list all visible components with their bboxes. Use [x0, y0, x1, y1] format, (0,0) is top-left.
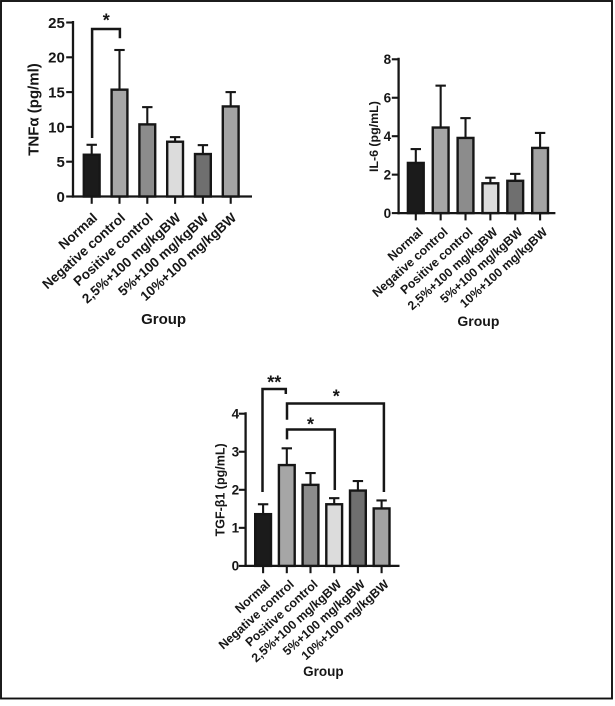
svg-text:Group: Group — [457, 313, 499, 329]
svg-text:2: 2 — [232, 483, 240, 498]
svg-text:TGF-β1 (pg/mL): TGF-β1 (pg/mL) — [213, 443, 227, 536]
svg-text:4: 4 — [384, 129, 392, 144]
svg-text:0: 0 — [384, 206, 392, 221]
svg-text:5: 5 — [56, 154, 64, 171]
svg-text:**: ** — [267, 373, 281, 393]
svg-text:IL-6 (pg/mL): IL-6 (pg/mL) — [367, 101, 381, 172]
svg-text:8: 8 — [384, 52, 392, 67]
svg-text:10: 10 — [48, 119, 65, 136]
svg-text:*: * — [103, 11, 110, 31]
svg-text:25: 25 — [48, 15, 65, 32]
svg-text:1: 1 — [232, 521, 240, 536]
svg-text:6: 6 — [384, 91, 392, 106]
svg-text:*: * — [333, 386, 340, 406]
svg-text:*: * — [307, 415, 314, 435]
svg-text:2: 2 — [384, 167, 392, 182]
svg-text:4: 4 — [232, 407, 240, 422]
svg-text:TNFα (pg/ml): TNFα (pg/ml) — [25, 63, 42, 156]
svg-text:0: 0 — [232, 559, 240, 574]
svg-text:Group: Group — [303, 664, 344, 679]
svg-text:0: 0 — [56, 189, 64, 206]
svg-text:3: 3 — [232, 445, 240, 460]
svg-text:Group: Group — [141, 311, 186, 328]
svg-text:15: 15 — [48, 84, 65, 101]
svg-text:20: 20 — [48, 50, 65, 67]
